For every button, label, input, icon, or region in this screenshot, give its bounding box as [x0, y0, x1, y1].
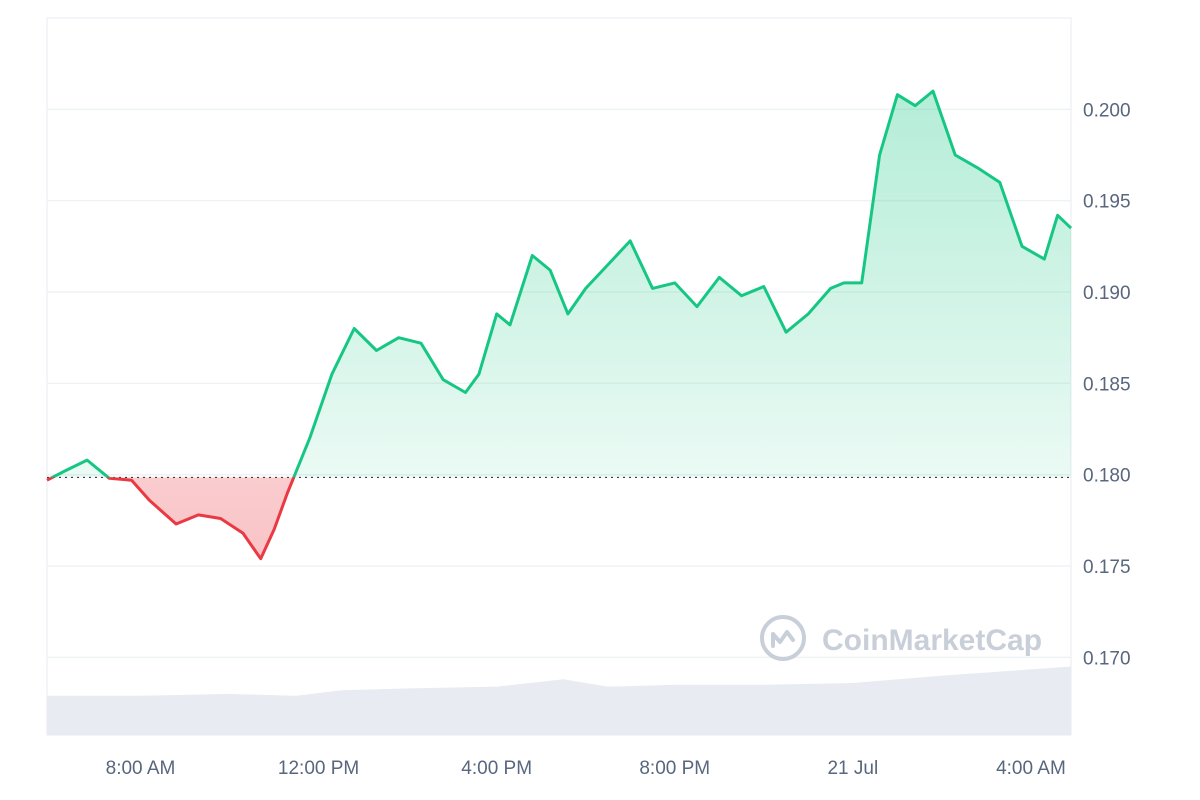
price-line: [46, 89, 1073, 561]
x-tick-label-3: 8:00 PM: [639, 758, 710, 779]
y-tick-label-6: 0.170: [1083, 648, 1131, 669]
y-tick-label-3: 0.185: [1083, 374, 1131, 395]
x-tick-label-5: 4:00 AM: [996, 758, 1066, 779]
y-tick-label-2: 0.190: [1083, 283, 1131, 304]
line-up: [49, 89, 1073, 478]
x-tick-label-2: 4:00 PM: [461, 758, 532, 779]
area-up: [47, 91, 1071, 478]
x-tick-label-0: 8:00 AM: [106, 758, 176, 779]
y-axis: 0.200 0.195 0.190 0.185 0.180 0.175 0.170: [1083, 100, 1131, 669]
x-axis: 8:00 AM 12:00 PM 4:00 PM 8:00 PM 21 Jul 4:00 …: [106, 758, 1066, 779]
volume-shape: [47, 666, 1071, 735]
price-area: [47, 91, 1071, 559]
x-tick-label-1: 12:00 PM: [278, 758, 359, 779]
y-tick-label-1: 0.195: [1083, 192, 1131, 213]
line-down: [46, 477, 296, 561]
watermark-label: CoinMarketCap: [822, 624, 1042, 657]
y-tick-label-4: 0.180: [1083, 466, 1131, 487]
volume-area: [47, 666, 1071, 735]
coinmarketcap-logo-icon: [760, 615, 806, 661]
y-tick-label-5: 0.175: [1083, 557, 1131, 578]
watermark: CoinMarketCap: [760, 615, 1042, 661]
y-tick-label-0: 0.200: [1083, 100, 1131, 121]
x-tick-label-4: 21 Jul: [827, 758, 878, 779]
